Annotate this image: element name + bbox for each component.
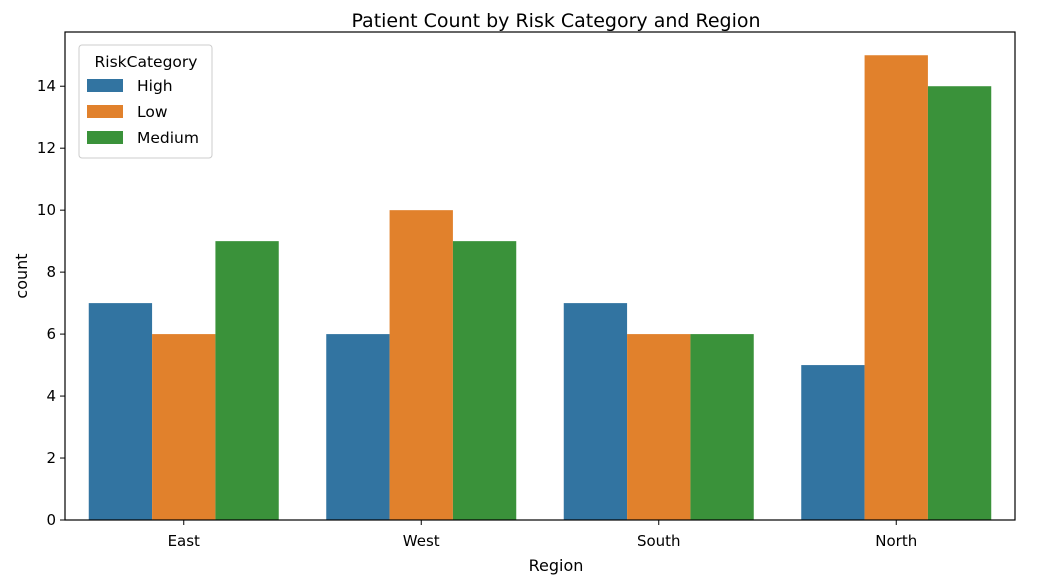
legend: RiskCategory High Low Medium bbox=[78, 44, 213, 159]
bar-north-medium bbox=[927, 86, 992, 520]
y-tick-label: 0 bbox=[46, 511, 56, 529]
plot-frame bbox=[64, 31, 1016, 521]
y-tick-label: 2 bbox=[46, 449, 56, 467]
bar-west-low bbox=[389, 210, 453, 520]
x-tick-label: West bbox=[403, 532, 440, 550]
y-tick-label: 10 bbox=[37, 201, 56, 219]
bar-south-low bbox=[627, 334, 691, 520]
bar-west-high bbox=[326, 334, 390, 520]
y-tick-label: 14 bbox=[37, 77, 56, 95]
x-tick-label: East bbox=[168, 532, 200, 550]
legend-label-high: High bbox=[137, 77, 173, 95]
bar-east-low bbox=[152, 334, 216, 520]
y-tick-label: 12 bbox=[37, 139, 56, 157]
y-tick-label: 8 bbox=[46, 263, 56, 281]
legend-swatch-high bbox=[87, 79, 123, 92]
bar-east-medium bbox=[215, 241, 279, 520]
x-tick-label: South bbox=[637, 532, 681, 550]
bar-east-high bbox=[88, 303, 153, 520]
bar-west-medium bbox=[452, 241, 517, 520]
x-tick-label: North bbox=[875, 532, 917, 550]
y-tick-label: 4 bbox=[46, 387, 56, 405]
x-axis-label: Region bbox=[529, 556, 584, 575]
legend-label-low: Low bbox=[137, 103, 168, 121]
legend-box bbox=[78, 44, 213, 159]
ticks-layer: East West South North 0 2 4 6 8 10 12 14 bbox=[37, 77, 917, 550]
legend-swatch-low bbox=[87, 105, 123, 118]
y-axis-label: count bbox=[12, 253, 31, 298]
y-tick-label: 6 bbox=[46, 325, 56, 343]
bar-south-high bbox=[563, 303, 628, 520]
bar-south-medium bbox=[690, 334, 754, 520]
chart-title: Patient Count by Risk Category and Regio… bbox=[351, 10, 760, 32]
legend-label-medium: Medium bbox=[137, 129, 199, 147]
legend-swatch-medium bbox=[87, 131, 123, 144]
legend-title: RiskCategory bbox=[95, 53, 198, 71]
bar-north-high bbox=[801, 365, 865, 520]
legend-entries: High Low Medium bbox=[87, 77, 199, 147]
bar-north-low bbox=[864, 55, 928, 521]
bars-layer bbox=[88, 55, 992, 521]
